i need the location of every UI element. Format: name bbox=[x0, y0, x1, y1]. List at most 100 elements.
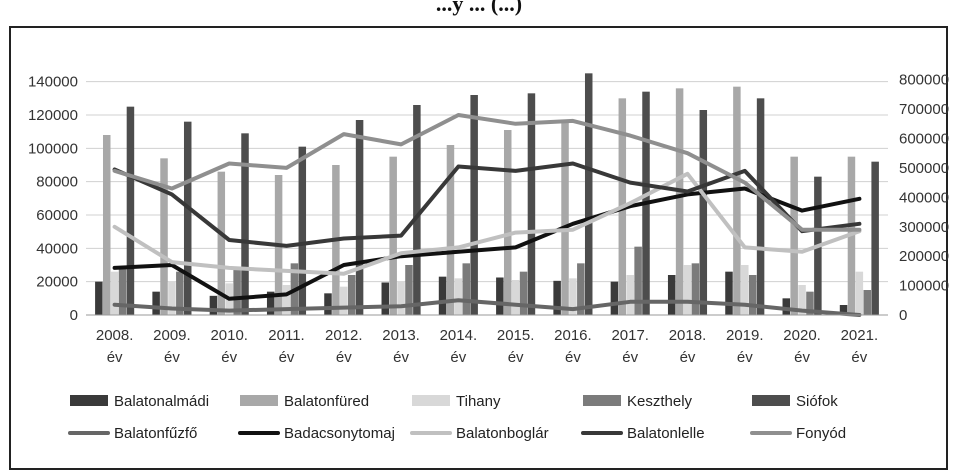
x-tick-label: 2013. év bbox=[382, 327, 420, 366]
bar bbox=[102, 135, 111, 315]
bar bbox=[691, 263, 700, 315]
chart-title: ...y ... (...) bbox=[436, 0, 522, 16]
x-tick-label: 2010. év bbox=[210, 327, 248, 366]
y-tick-label-right: 800000 bbox=[899, 72, 949, 89]
bar bbox=[413, 105, 421, 315]
bar bbox=[241, 133, 249, 315]
bar bbox=[519, 271, 528, 315]
x-tick-label: 2015. év bbox=[497, 327, 535, 366]
legend-label: Balatonalmádi bbox=[114, 393, 209, 410]
series-line bbox=[112, 186, 862, 301]
y-tick-label-left: 120000 bbox=[28, 107, 78, 124]
x-tick-label: 2021. év bbox=[841, 327, 879, 366]
bar bbox=[183, 121, 192, 316]
bar bbox=[871, 161, 879, 315]
bar bbox=[405, 265, 413, 315]
bar bbox=[863, 290, 872, 315]
x-tick-label: 2020. év bbox=[783, 327, 821, 366]
x-tick-label: 2009. év bbox=[153, 327, 191, 366]
y-tick-label-left: 20000 bbox=[36, 274, 78, 291]
legend-swatch bbox=[412, 395, 450, 406]
legend-label: Balatonlelle bbox=[627, 425, 705, 442]
bar bbox=[454, 278, 463, 315]
bar bbox=[110, 271, 119, 315]
y-tick-label-right: 500000 bbox=[899, 160, 949, 177]
bar bbox=[748, 275, 757, 315]
bar bbox=[233, 268, 241, 315]
y-tick-label-left: 80000 bbox=[36, 174, 78, 191]
bar bbox=[95, 281, 103, 315]
y-tick-label-right: 700000 bbox=[899, 101, 949, 118]
bar bbox=[839, 305, 848, 315]
bar bbox=[756, 98, 765, 315]
bar bbox=[209, 295, 218, 315]
x-tick-label: 2008. év bbox=[96, 327, 134, 366]
bar bbox=[634, 246, 642, 315]
bar bbox=[282, 285, 291, 315]
x-tick-label: 2019. év bbox=[726, 327, 764, 366]
legend-label: Balatonboglár bbox=[456, 425, 549, 442]
chart-border bbox=[9, 26, 948, 470]
y-tick-label-left: 140000 bbox=[28, 74, 78, 91]
y-tick-label-right: 0 bbox=[899, 307, 907, 324]
bar bbox=[584, 73, 593, 315]
bar bbox=[725, 271, 733, 315]
bar bbox=[561, 121, 569, 316]
lines bbox=[112, 113, 862, 317]
legend-swatch bbox=[70, 395, 108, 406]
bar bbox=[160, 158, 168, 315]
bar bbox=[798, 285, 806, 315]
y-tick-label-left: 100000 bbox=[28, 140, 78, 157]
bar bbox=[152, 291, 160, 315]
legend-swatch bbox=[240, 395, 278, 406]
x-tick-label: 2014. év bbox=[440, 327, 478, 366]
series-line bbox=[112, 113, 862, 232]
y-tick-label-right: 300000 bbox=[899, 219, 949, 236]
bar bbox=[118, 266, 127, 315]
bar bbox=[699, 110, 708, 315]
bar bbox=[790, 156, 798, 315]
bar bbox=[511, 280, 520, 315]
bar bbox=[446, 145, 455, 315]
legend-label: Tihany bbox=[456, 393, 501, 410]
y-tick-label-left: 40000 bbox=[36, 240, 78, 257]
legend-label: Balatonfüred bbox=[284, 393, 369, 410]
bar bbox=[347, 275, 356, 315]
legend-swatch bbox=[583, 395, 621, 406]
bar bbox=[553, 280, 561, 315]
bar bbox=[569, 278, 577, 315]
bar bbox=[675, 88, 684, 315]
x-tick-label: 2011. év bbox=[268, 327, 304, 366]
y-tick-label-left: 60000 bbox=[36, 207, 78, 224]
title-area: ...y ... (...) bbox=[436, 0, 522, 16]
x-tick-label: 2012. év bbox=[325, 327, 363, 366]
bar bbox=[438, 276, 447, 315]
bar bbox=[667, 275, 676, 315]
bar bbox=[355, 120, 364, 315]
axes: 0 20000 40000 60000 80000 100000 120000 140000 0… bbox=[28, 72, 949, 366]
bar bbox=[381, 282, 390, 315]
bar bbox=[496, 277, 504, 315]
y-tick-label-right: 600000 bbox=[899, 131, 949, 148]
series-line bbox=[112, 161, 862, 248]
y-tick-label-left: 0 bbox=[70, 307, 78, 324]
legend-label: Siófok bbox=[796, 393, 838, 410]
bar bbox=[527, 93, 536, 315]
bar bbox=[577, 263, 585, 315]
bar bbox=[462, 263, 471, 315]
legend-label: Balatonfűzfő bbox=[114, 425, 197, 442]
legend-label: Fonyód bbox=[796, 425, 846, 442]
bar bbox=[782, 298, 791, 315]
legend-label: Badacsonytomaj bbox=[284, 425, 395, 442]
bar bbox=[298, 146, 307, 315]
x-tick-label: 2016. év bbox=[554, 327, 592, 366]
legend-swatch bbox=[752, 395, 790, 406]
bar bbox=[683, 265, 692, 315]
x-tick-label: 2017. év bbox=[611, 327, 649, 366]
legend: Balatonalmádi Balatonfüred Tihany Keszthely… bbox=[68, 393, 846, 442]
y-tick-label-right: 100000 bbox=[899, 278, 949, 295]
x-tick-label: 2018. év bbox=[669, 327, 707, 366]
